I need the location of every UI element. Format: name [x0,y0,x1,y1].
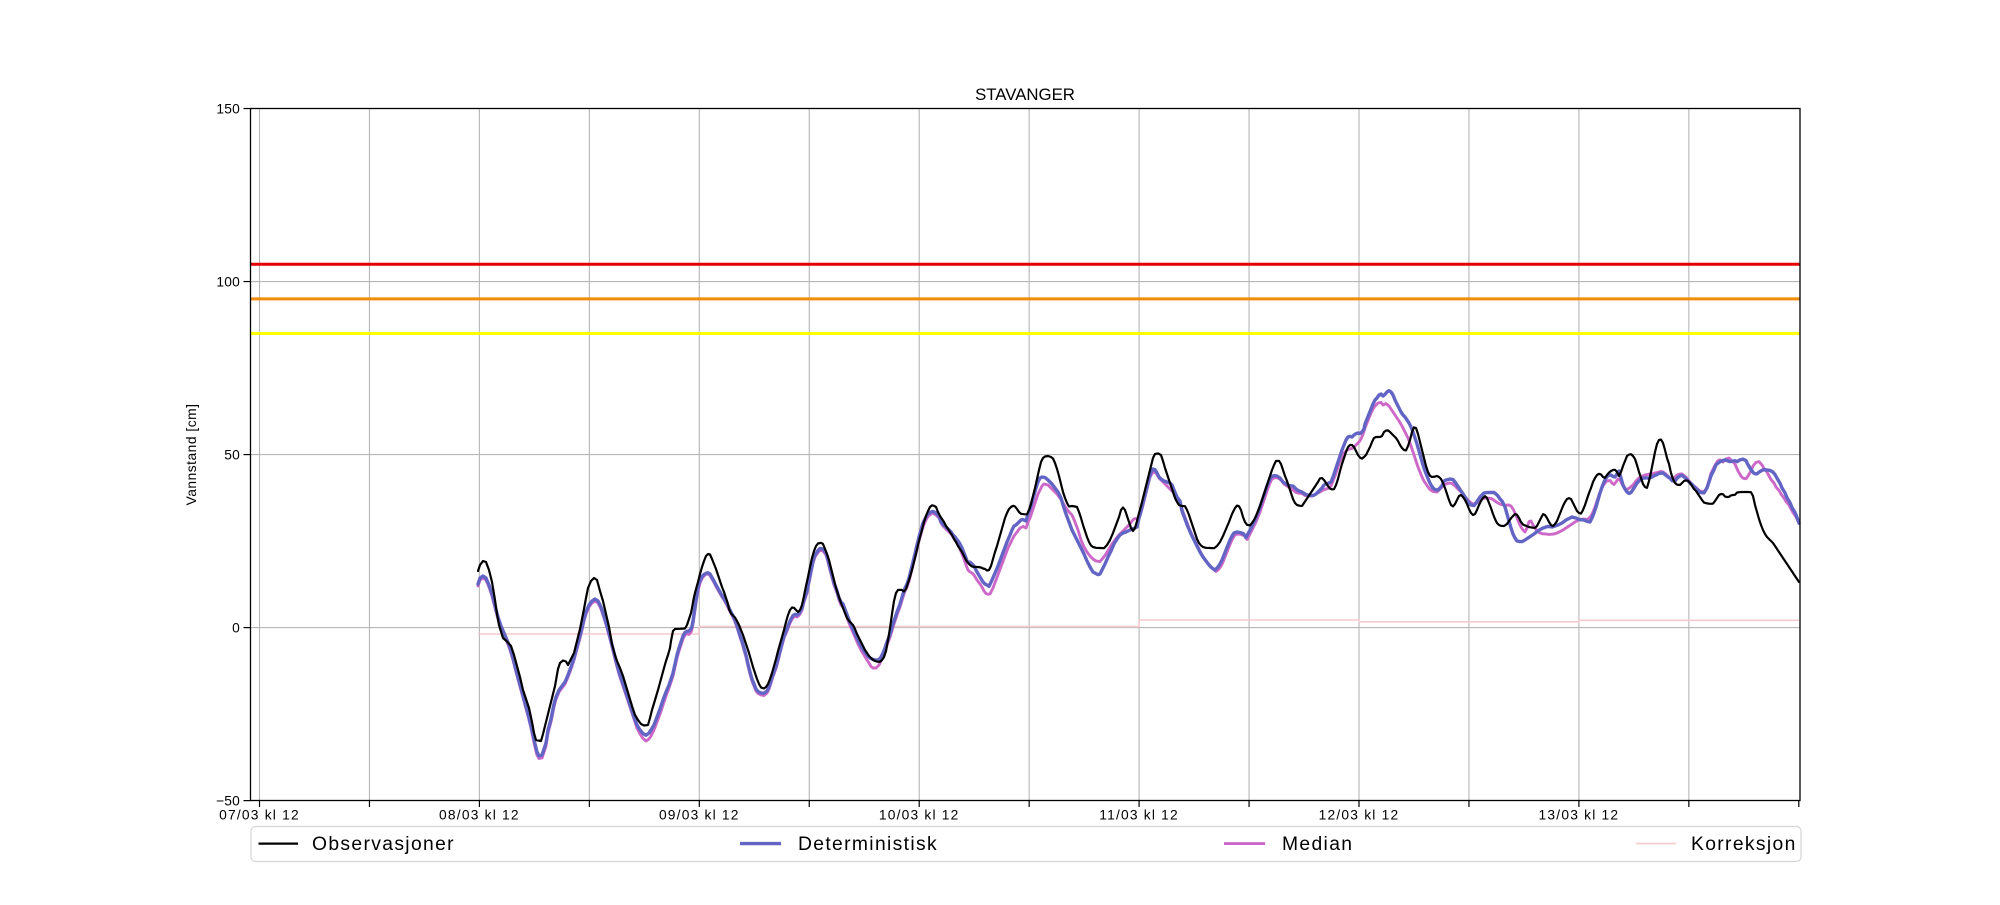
svg-text:11/03 kl 12: 11/03 kl 12 [1099,808,1179,823]
svg-text:13/03 kl 12: 13/03 kl 12 [1539,808,1620,823]
svg-text:−50: −50 [216,793,240,808]
svg-text:0: 0 [232,620,240,635]
svg-text:Deterministisk: Deterministisk [798,834,938,855]
svg-text:150: 150 [216,101,240,116]
svg-text:10/03 kl 12: 10/03 kl 12 [879,808,960,823]
svg-text:50: 50 [224,447,240,462]
svg-text:09/03 kl 12: 09/03 kl 12 [659,808,740,823]
svg-text:100: 100 [216,274,240,289]
svg-text:Korreksjon: Korreksjon [1691,834,1797,855]
svg-text:07/03 kl 12: 07/03 kl 12 [219,808,300,823]
svg-text:Observasjoner: Observasjoner [312,834,455,855]
svg-text:STAVANGER: STAVANGER [975,85,1075,104]
svg-text:Median: Median [1282,834,1353,855]
svg-text:12/03 kl 12: 12/03 kl 12 [1319,808,1400,823]
svg-text:Vannstand [cm]: Vannstand [cm] [184,404,199,506]
svg-text:08/03 kl 12: 08/03 kl 12 [439,808,520,823]
